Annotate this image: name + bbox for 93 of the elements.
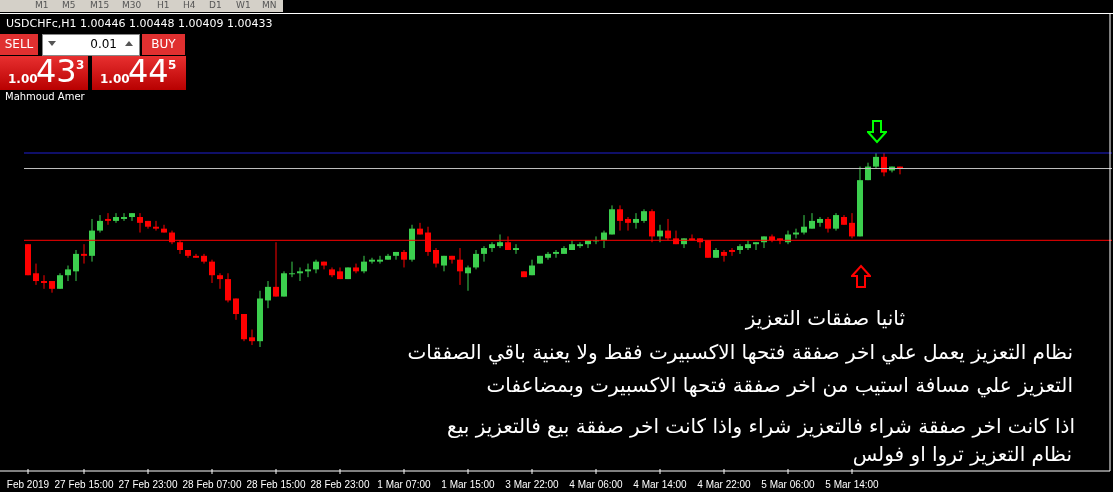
text: 0.01 xyxy=(90,37,117,51)
candlestick xyxy=(617,204,623,232)
text: H1 xyxy=(157,0,170,11)
candlestick xyxy=(73,249,79,282)
x-tick-label: 28 Feb 15:00 xyxy=(246,479,306,490)
text: 44 xyxy=(128,52,169,90)
candlestick xyxy=(625,216,631,232)
text: 1.00 xyxy=(8,72,38,86)
x-tick-label: 5 Mar 06:00 xyxy=(761,479,816,490)
candlestick xyxy=(433,247,439,268)
candlestick xyxy=(457,247,463,286)
candlestick xyxy=(193,253,199,259)
text: W1 xyxy=(236,0,251,11)
chart-title: USDCHFc,H1 1.00446 1.00448 1.00409 1.00433 xyxy=(6,17,273,30)
candlestick xyxy=(633,212,639,230)
annotation: ثانيا صفقات التعزيز xyxy=(745,306,905,330)
x-tick-label: 1 Mar 07:00 xyxy=(377,479,432,490)
candlestick xyxy=(153,220,159,232)
candlestick xyxy=(265,280,271,309)
candlestick xyxy=(881,153,887,177)
candlestick xyxy=(473,249,479,270)
text: D1 xyxy=(209,0,222,11)
candlestick xyxy=(65,265,71,282)
candlestick xyxy=(481,245,487,263)
candlestick xyxy=(161,224,167,234)
x-tick-label: 4 Mar 22:00 xyxy=(697,479,752,490)
text: M5 xyxy=(62,0,76,11)
candlestick xyxy=(729,247,735,257)
text: H4 xyxy=(183,0,196,11)
text: اذا كانت اخر صفقة شراء فالتعزيز شراء واذا كانت اخر صفقة بيع فالتعزيز بيع xyxy=(447,414,1075,438)
text: 43 xyxy=(36,52,77,90)
candlestick xyxy=(305,263,311,278)
candlestick xyxy=(113,212,119,224)
text: M1 xyxy=(35,0,49,11)
text: M15 xyxy=(90,0,110,11)
text: BUY xyxy=(151,37,176,51)
candlestick xyxy=(577,241,583,249)
text: Mahmoud Amer xyxy=(5,91,85,102)
candlestick xyxy=(489,241,495,253)
text: 3 xyxy=(76,58,85,72)
candlestick xyxy=(121,212,127,222)
candlestick xyxy=(497,233,503,249)
candlestick xyxy=(753,241,759,251)
candlestick xyxy=(137,212,143,234)
x-tick-label: 1 Mar 15:00 xyxy=(441,479,496,490)
x-tick-label: 27 Feb 15:00 xyxy=(54,479,114,490)
candlestick xyxy=(361,255,367,274)
x-tick-label: 28 Feb 07:00 xyxy=(182,479,242,490)
text: 5 xyxy=(168,58,177,72)
x-tick-label: 3 Mar 22:00 xyxy=(505,479,560,490)
text: M30 xyxy=(122,0,142,11)
candlestick xyxy=(393,251,399,261)
candlestick xyxy=(377,255,383,265)
candlestick xyxy=(33,263,39,286)
x-tick-label: 4 Mar 14:00 xyxy=(633,479,688,490)
text: MN xyxy=(262,0,277,11)
candlestick xyxy=(289,261,295,278)
candlestick xyxy=(129,212,135,222)
x-tick-label: 28 Feb 23:00 xyxy=(310,479,370,490)
candlestick xyxy=(297,266,303,282)
x-tick-label: Feb 2019 xyxy=(6,479,50,490)
x-tick-label: 5 Mar 14:00 xyxy=(825,479,880,490)
candlestick xyxy=(281,270,287,298)
candlestick xyxy=(465,265,471,292)
candlestick xyxy=(81,243,87,265)
text: 1.00 xyxy=(100,72,130,86)
candlestick xyxy=(801,214,807,235)
candlestick xyxy=(209,259,215,284)
candlestick xyxy=(809,212,815,230)
candlestick xyxy=(737,243,743,255)
candlestick xyxy=(105,212,111,226)
candlestick xyxy=(513,243,519,255)
candlestick xyxy=(745,239,751,251)
candlestick xyxy=(553,249,559,259)
candlestick xyxy=(41,274,47,290)
candlestick xyxy=(217,272,223,290)
candlestick xyxy=(353,263,359,274)
candlestick xyxy=(401,249,407,268)
text: التعزيز علي مسافة استيب من اخر صفقة فتحها الاكسبيرت وبمضاعفات xyxy=(486,373,1073,397)
candlestick xyxy=(849,212,855,239)
candlestick xyxy=(721,249,727,263)
candlestick xyxy=(817,216,823,228)
candlestick xyxy=(449,255,455,265)
text: نظام التعزيز تروا او فولس xyxy=(852,442,1072,466)
candlestick xyxy=(249,329,255,346)
candlestick xyxy=(369,257,375,265)
candlestick xyxy=(545,251,551,261)
text: SELL xyxy=(4,37,34,51)
annotation: نظام التعزيز يعمل علي اخر صفقة فتحها الاكسبيرت فقط ولا يعنية باقي الصفقات xyxy=(407,340,1073,364)
x-tick-label: 27 Feb 23:00 xyxy=(118,479,178,490)
candlestick xyxy=(97,214,103,234)
x-tick-label: 4 Mar 06:00 xyxy=(569,479,624,490)
candlestick xyxy=(225,272,231,303)
